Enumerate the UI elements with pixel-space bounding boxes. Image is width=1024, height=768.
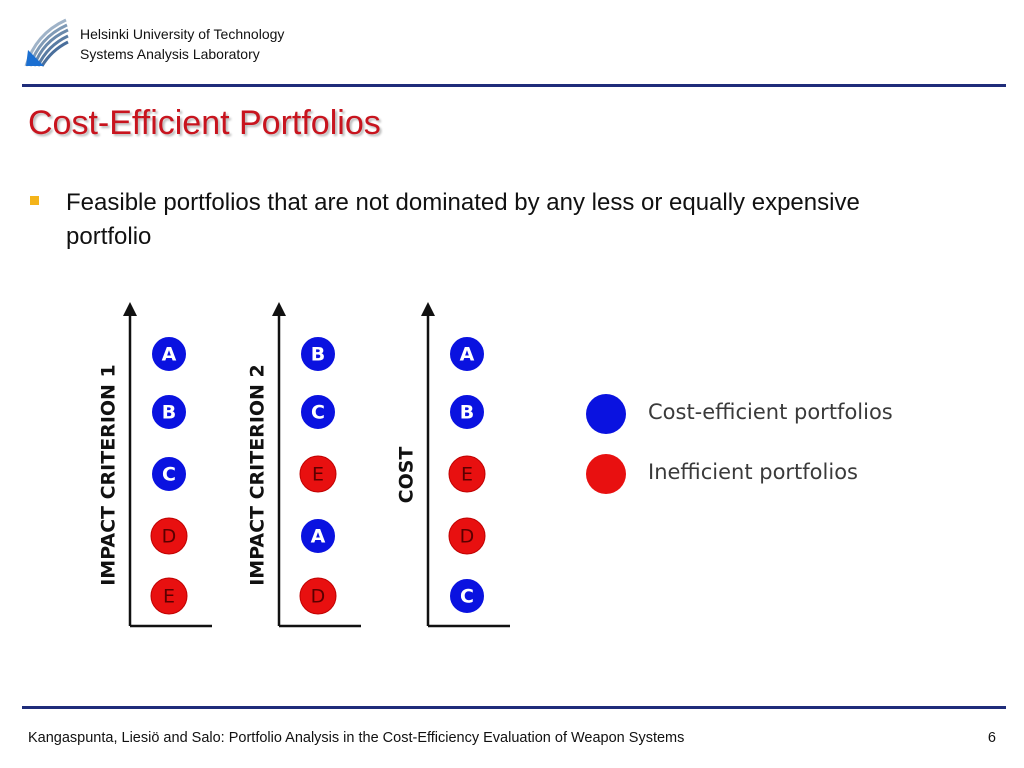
page-number: 6 — [987, 730, 996, 746]
institution-line-2: Systems Analysis Laboratory — [80, 46, 260, 62]
portfolio-node-a — [448, 335, 486, 373]
portfolio-node-e — [448, 455, 486, 493]
portfolio-node-a — [299, 517, 337, 555]
portfolio-node-d — [299, 577, 337, 615]
legend-efficient-dot-icon — [586, 394, 626, 434]
portfolio-node-c — [299, 393, 337, 431]
axis-label: COST — [396, 447, 418, 504]
portfolio-node-letter: D — [311, 586, 326, 608]
arrow-up-icon — [421, 302, 435, 316]
arrow-up-icon — [272, 302, 286, 316]
portfolio-node-b — [150, 393, 188, 431]
institution-name: Helsinki University of Technology System… — [80, 24, 284, 64]
legend-inefficient: Inefficient portfolios — [586, 454, 926, 498]
portfolio-node-c — [150, 455, 188, 493]
university-logo-icon — [24, 18, 69, 67]
portfolio-node-letter: E — [312, 464, 324, 486]
legend-inefficient-label: Inefficient portfolios — [648, 460, 858, 484]
legend-inefficient-dot-icon — [586, 454, 626, 494]
portfolio-node-a — [150, 335, 188, 373]
portfolio-node-letter: A — [311, 526, 326, 548]
portfolio-node-letter: C — [162, 464, 176, 486]
footer-citation: Kangaspunta, Liesiö and Salo: Portfolio … — [28, 730, 685, 746]
portfolio-node-letter: C — [311, 402, 325, 424]
portfolio-node-letter: B — [162, 402, 176, 424]
axis-label: IMPACT CRITERION 2 — [247, 364, 269, 586]
portfolio-node-b — [448, 393, 486, 431]
portfolio-node-d — [448, 517, 486, 555]
axis-group: IMPACT CRITERION 1 A B C D E — [98, 302, 212, 628]
header-divider — [22, 84, 1006, 87]
portfolio-node-c — [448, 577, 486, 615]
footer-divider — [22, 706, 1006, 709]
legend-efficient: Cost-efficient portfolios — [586, 394, 926, 438]
portfolio-node-letter: B — [460, 402, 474, 424]
portfolio-node-letter: A — [460, 344, 475, 366]
legend-efficient-label: Cost-efficient portfolios — [648, 400, 893, 424]
axis-group: IMPACT CRITERION 2 B C E A D — [247, 302, 361, 628]
portfolio-node-letter: E — [461, 464, 473, 486]
portfolio-node-letter: E — [163, 586, 175, 608]
axis-label: IMPACT CRITERION 1 — [98, 364, 120, 586]
portfolio-node-letter: B — [311, 344, 325, 366]
institution-line-1: Helsinki University of Technology — [80, 26, 285, 42]
portfolio-node-e — [299, 455, 337, 493]
portfolio-diagram: IMPACT CRITERION 1 A B C D E IMPACT CRITERION … — [0, 280, 1024, 640]
portfolio-node-letter: D — [162, 526, 177, 548]
portfolio-node-letter: C — [460, 586, 474, 608]
slide-header: Helsinki University of Technology System… — [0, 0, 1024, 86]
portfolio-node-letter: A — [162, 344, 177, 366]
portfolio-node-letter: D — [460, 526, 475, 548]
portfolio-node-e — [150, 577, 188, 615]
slide-title: Cost-Efficient Portfolios — [28, 104, 381, 142]
portfolio-node-d — [150, 517, 188, 555]
arrow-up-icon — [123, 302, 137, 316]
bullet-square-icon — [30, 196, 39, 205]
portfolio-node-b — [299, 335, 337, 373]
axis-group: COST A B E D C — [396, 302, 510, 628]
bullet-text: Feasible portfolios that are not dominat… — [66, 189, 860, 250]
